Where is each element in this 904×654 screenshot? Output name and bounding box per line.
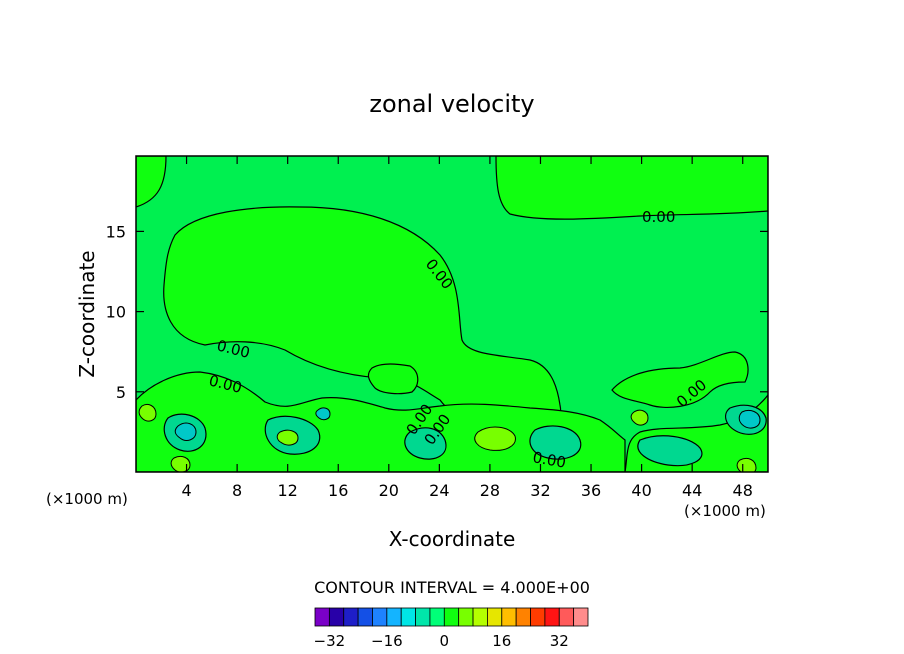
chart-title: zonal velocity	[369, 90, 534, 118]
strong-positive-blob-6	[736, 457, 757, 472]
x-unit-left: (×1000 m)	[46, 490, 128, 508]
plot-area	[136, 156, 768, 472]
x-tick-label: 12	[278, 481, 298, 500]
negative-blob-5	[637, 435, 703, 467]
upper-right-region	[495, 156, 768, 220]
y-tick-label: 5	[116, 383, 126, 402]
colorbar: −32 −16 0 16 32	[314, 607, 589, 650]
strong-positive-blob-2	[276, 429, 299, 446]
colorbar-swatch	[429, 607, 445, 627]
plot-frame	[135, 155, 769, 473]
colorbar-swatch	[458, 607, 474, 627]
x-tick-label: 20	[379, 481, 399, 500]
strong-positive-blob-3	[630, 409, 649, 426]
y-tick-label: 10	[106, 303, 126, 322]
colorbar-tick-label: 0	[440, 632, 450, 650]
colorbar-swatch	[515, 607, 531, 627]
x-tick-label: 28	[480, 481, 500, 500]
mid-island-region	[367, 363, 419, 395]
x-tick-label: 40	[631, 481, 651, 500]
colorbar-tick-label: −32	[314, 632, 346, 650]
colorbar-swatch	[487, 607, 503, 627]
colorbar-swatch	[501, 607, 517, 627]
colorbar-swatch	[400, 607, 416, 627]
x-tick-label: 32	[530, 481, 550, 500]
strong-positive-blob-4	[138, 403, 157, 422]
colorbar-swatch	[372, 607, 388, 627]
colorbar-swatch	[328, 607, 345, 627]
colorbar-swatch	[357, 607, 373, 627]
colorbar-swatch	[472, 607, 488, 627]
colorbar-swatch	[443, 607, 460, 627]
right-middle-region	[611, 351, 749, 409]
x-tick-label: 36	[581, 481, 601, 500]
colorbar-swatch	[314, 607, 330, 627]
strong-positive-blob-1	[474, 426, 516, 451]
contour-label: 0.00	[642, 208, 675, 226]
y-axis-label: Z-coordinate	[75, 250, 99, 377]
colorbar-swatch	[573, 607, 589, 627]
x-axis-label: X-coordinate	[389, 527, 516, 551]
colorbar-tick-label: 16	[492, 632, 511, 650]
colorbar-swatch	[530, 607, 546, 627]
strong-negative-blob-1	[174, 422, 197, 441]
colorbar-swatch	[544, 607, 560, 627]
colorbar-swatch	[343, 607, 359, 627]
colorbar-tick-label: −16	[371, 632, 403, 650]
negative-blob-3	[404, 427, 447, 460]
x-unit-right: (×1000 m)	[684, 502, 766, 520]
colorbar-swatch	[558, 607, 575, 627]
x-tick-label: 16	[328, 481, 348, 500]
x-tick-label: 4	[181, 481, 191, 500]
strong-negative-blob-3	[315, 407, 331, 421]
contour-interval-text: CONTOUR INTERVAL = 4.000E+00	[314, 578, 590, 597]
strong-positive-blob-5	[170, 455, 191, 472]
x-tick-label: 48	[733, 481, 753, 500]
x-tick-label: 44	[682, 481, 702, 500]
x-axis: 4 8 12 16 20 24 28 32 36 40 44 48	[181, 156, 753, 500]
y-axis: 5 10 15	[106, 222, 768, 402]
upper-left-corner-region	[136, 156, 167, 208]
negative-blob-4	[529, 425, 582, 460]
colorbar-swatch	[386, 607, 402, 627]
x-tick-label: 8	[232, 481, 242, 500]
colorbar-tick-label: 32	[550, 632, 569, 650]
colorbar-swatch	[415, 607, 431, 627]
strong-negative-blob-2	[738, 409, 761, 429]
x-tick-label: 24	[429, 481, 449, 500]
y-tick-label: 15	[106, 222, 126, 241]
